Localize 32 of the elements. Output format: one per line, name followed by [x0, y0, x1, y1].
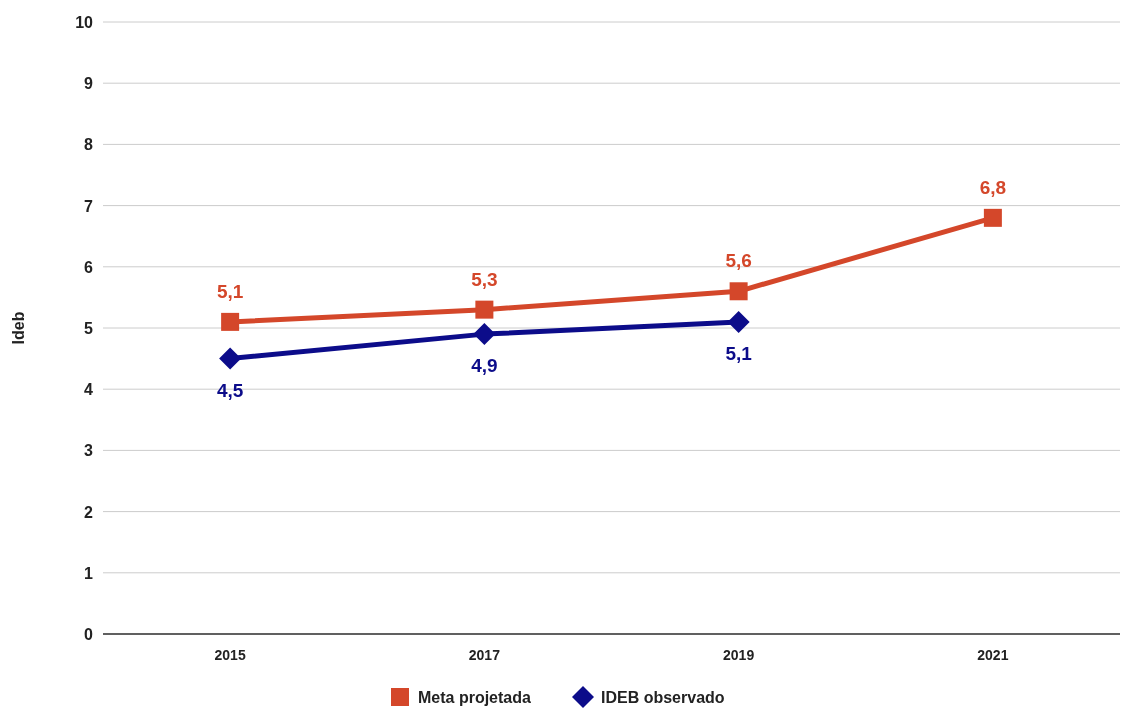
- y-tick-label: 4: [84, 381, 94, 399]
- legend-label: Meta projetada: [418, 689, 532, 706]
- y-tick-label: 0: [84, 626, 94, 643]
- y-tick-label: 6: [84, 258, 94, 276]
- x-tick-label: 2017: [468, 647, 501, 663]
- legend-label: IDEB observado: [601, 689, 725, 706]
- x-tick-label: 2015: [214, 647, 246, 663]
- data-label: 6,8: [979, 176, 1007, 198]
- y-tick-label: 8: [84, 136, 94, 154]
- point: [727, 310, 750, 333]
- data-label: 5,3: [471, 268, 498, 290]
- data-label: 5,6: [725, 250, 752, 272]
- point: [473, 323, 496, 346]
- y-tick-label: 10: [75, 14, 94, 31]
- data-label: 5,1: [725, 342, 753, 364]
- y-tick-label: 1: [84, 564, 94, 582]
- point: [983, 208, 1002, 227]
- y-tick-label: 7: [84, 197, 94, 215]
- y-tick-label: 9: [84, 75, 94, 93]
- y-tick-label: 2: [84, 503, 94, 521]
- data-label: 4,9: [471, 355, 498, 377]
- x-tick-label: 2021: [977, 647, 1009, 663]
- data-label: 5,1: [216, 280, 244, 302]
- point: [219, 347, 242, 370]
- x-tick-label: 2019: [723, 647, 755, 663]
- y-tick-label: 5: [84, 320, 94, 337]
- data-label: 4,5: [216, 379, 244, 401]
- point: [475, 300, 494, 319]
- point: [221, 312, 240, 331]
- y-tick-label: 3: [84, 442, 94, 460]
- point: [729, 282, 748, 301]
- y-axis-title: Ideb: [10, 311, 27, 345]
